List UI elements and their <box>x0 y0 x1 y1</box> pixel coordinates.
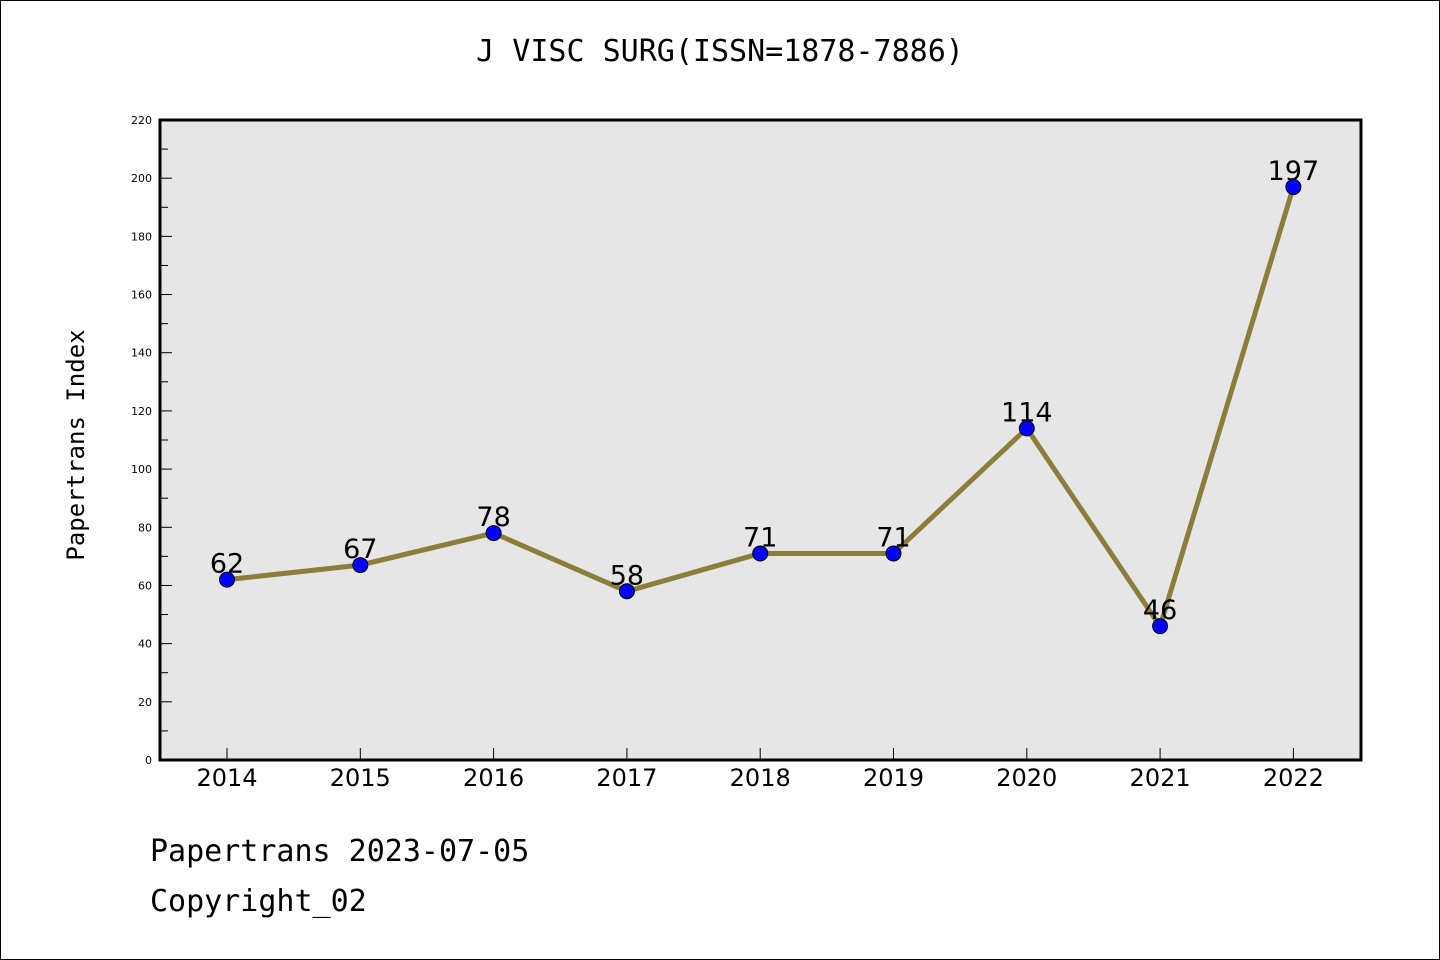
data-point <box>219 571 235 588</box>
data-point <box>1285 178 1302 195</box>
y-tick-label: 40 <box>138 638 152 651</box>
y-tick-label: 200 <box>131 172 152 185</box>
data-point <box>885 545 902 562</box>
y-tick-label: 120 <box>131 405 152 418</box>
chart-title: J VISC SURG(ISSN=1878-7886) <box>476 34 964 69</box>
x-tick-label: 2020 <box>996 764 1057 792</box>
data-point <box>1018 420 1035 437</box>
y-tick-label: 20 <box>138 696 152 709</box>
data-point <box>485 525 502 542</box>
data-point <box>1152 618 1169 635</box>
x-tick-label: 2019 <box>863 764 924 792</box>
y-tick-label: 180 <box>131 230 152 243</box>
plot-border <box>158 118 1363 762</box>
x-tick-label: 2014 <box>196 764 257 792</box>
data-point <box>752 545 769 562</box>
y-tick-label: 160 <box>131 289 152 302</box>
x-tick-label: 2022 <box>1263 764 1324 792</box>
y-tick-label: 0 <box>145 754 152 767</box>
footer-date: Papertrans 2023-07-05 <box>150 834 530 869</box>
x-tick-label: 2016 <box>463 764 524 792</box>
x-axis-ticks: 2014 2015 2016 2017 2018 2019 2020 2021 2022 <box>196 748 1324 792</box>
x-tick-label: 2018 <box>730 764 791 792</box>
y-tick-label: 80 <box>138 521 152 534</box>
x-tick-label: 2017 <box>596 764 657 792</box>
x-tick-label: 2015 <box>330 764 391 792</box>
y-tick-label: 100 <box>131 463 152 476</box>
y-tick-label: 140 <box>131 347 152 360</box>
y-tick-label: 220 <box>131 114 152 127</box>
footer-copyright: Copyright_02 <box>150 884 367 919</box>
data-point <box>352 557 369 574</box>
plot-area <box>160 120 1361 760</box>
x-tick-label: 2021 <box>1130 764 1191 792</box>
data-point <box>618 583 635 600</box>
y-tick-label: 60 <box>138 579 152 592</box>
